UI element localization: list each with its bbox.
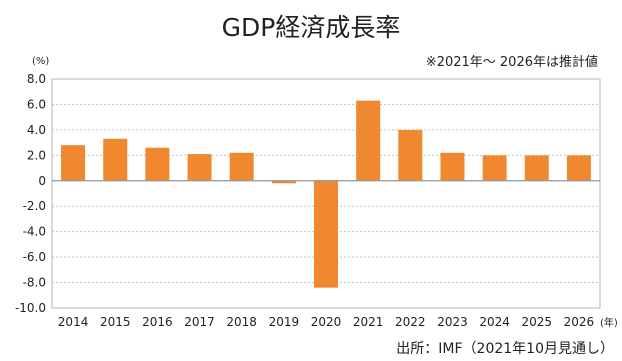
x-tick-label: 2023 [437,315,468,329]
x-tick-label: 2018 [226,315,257,329]
bar [482,155,507,181]
x-tick-label: 2014 [58,315,89,329]
y-tick-label: -2.0 [23,199,46,213]
x-tick-label: 2026 [564,315,595,329]
y-tick-label: -10.0 [15,301,46,315]
x-tick-label: 2017 [184,315,215,329]
bar [103,138,128,181]
bar [398,129,423,181]
x-tick-label: 2021 [353,315,384,329]
x-axis-unit: (年) [600,316,618,329]
bar [566,155,591,181]
y-tick-label: -6.0 [23,250,46,264]
y-tick-label: -8.0 [23,276,46,290]
x-tick-label: 2020 [311,315,342,329]
bar [271,180,296,184]
bar [61,145,86,181]
x-tick-label: 2022 [395,315,426,329]
y-axis-unit: (%) [32,56,49,67]
x-tick-label: 2025 [521,315,552,329]
bar [356,100,381,181]
bar [440,152,465,181]
x-tick-label: 2019 [269,315,300,329]
x-tick-label: 2015 [100,315,131,329]
y-tick-label: 4.0 [27,123,46,137]
chart-subtitle: ※2021年～ 2026年は推計値 [426,54,598,70]
y-tick-label: 8.0 [27,72,46,86]
chart-title: GDP経済成長率 [222,13,401,42]
bar [524,155,549,181]
bar [187,154,212,181]
y-tick-label: -4.0 [23,225,46,239]
x-tick-label: 2024 [479,315,510,329]
source-note: 出所：IMF（2021年10月見通し） [396,341,614,357]
y-tick-label: 6.0 [27,97,46,111]
plot-frame [51,78,601,309]
x-tick-label: 2016 [142,315,173,329]
bar [314,180,338,288]
plot-area: 8.0 6.0 4.0 2.0 0 -2.0 -4.0 -6.0 -8.0 -10.0 2014 20… [15,72,601,329]
bar [145,147,170,181]
y-tick-label: 0 [38,174,46,188]
bar [229,152,254,181]
y-tick-label: 2.0 [27,148,46,162]
